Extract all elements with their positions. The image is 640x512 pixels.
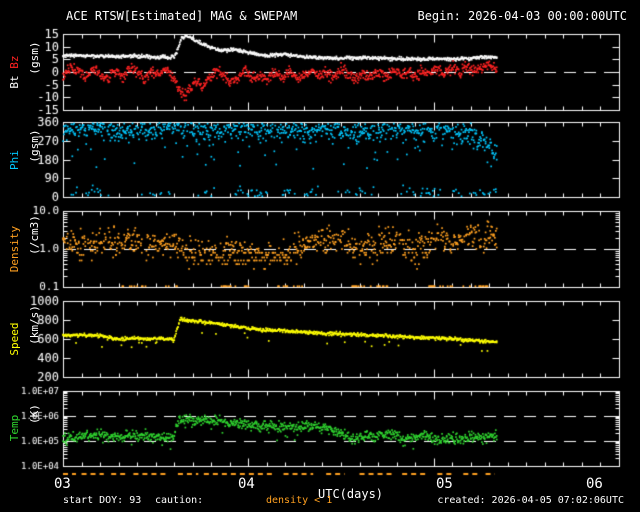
caution-label: caution: bbox=[155, 495, 204, 506]
created-timestamp: created: 2026-04-05 07:02:06UTC bbox=[437, 495, 624, 506]
x-tick-label-day05: 05 bbox=[436, 476, 453, 492]
caution-value: density < 1 bbox=[266, 495, 333, 506]
plot-title: ACE RTSW[Estimated] MAG & SWEPAM bbox=[66, 9, 298, 23]
x-axis-title: UTC(days) bbox=[318, 487, 384, 501]
bt-label: Bt bbox=[8, 75, 21, 89]
x-tick-label-day03: 03 bbox=[54, 476, 71, 492]
start-doy-label: start DOY: 93 bbox=[63, 495, 142, 506]
bz-label: Bz bbox=[8, 55, 21, 69]
x-tick-label-day04: 04 bbox=[238, 476, 255, 492]
begin-timestamp: Begin: 2026-04-03 00:00:00UTC bbox=[417, 9, 627, 23]
x-tick-label-day06: 06 bbox=[586, 476, 603, 492]
